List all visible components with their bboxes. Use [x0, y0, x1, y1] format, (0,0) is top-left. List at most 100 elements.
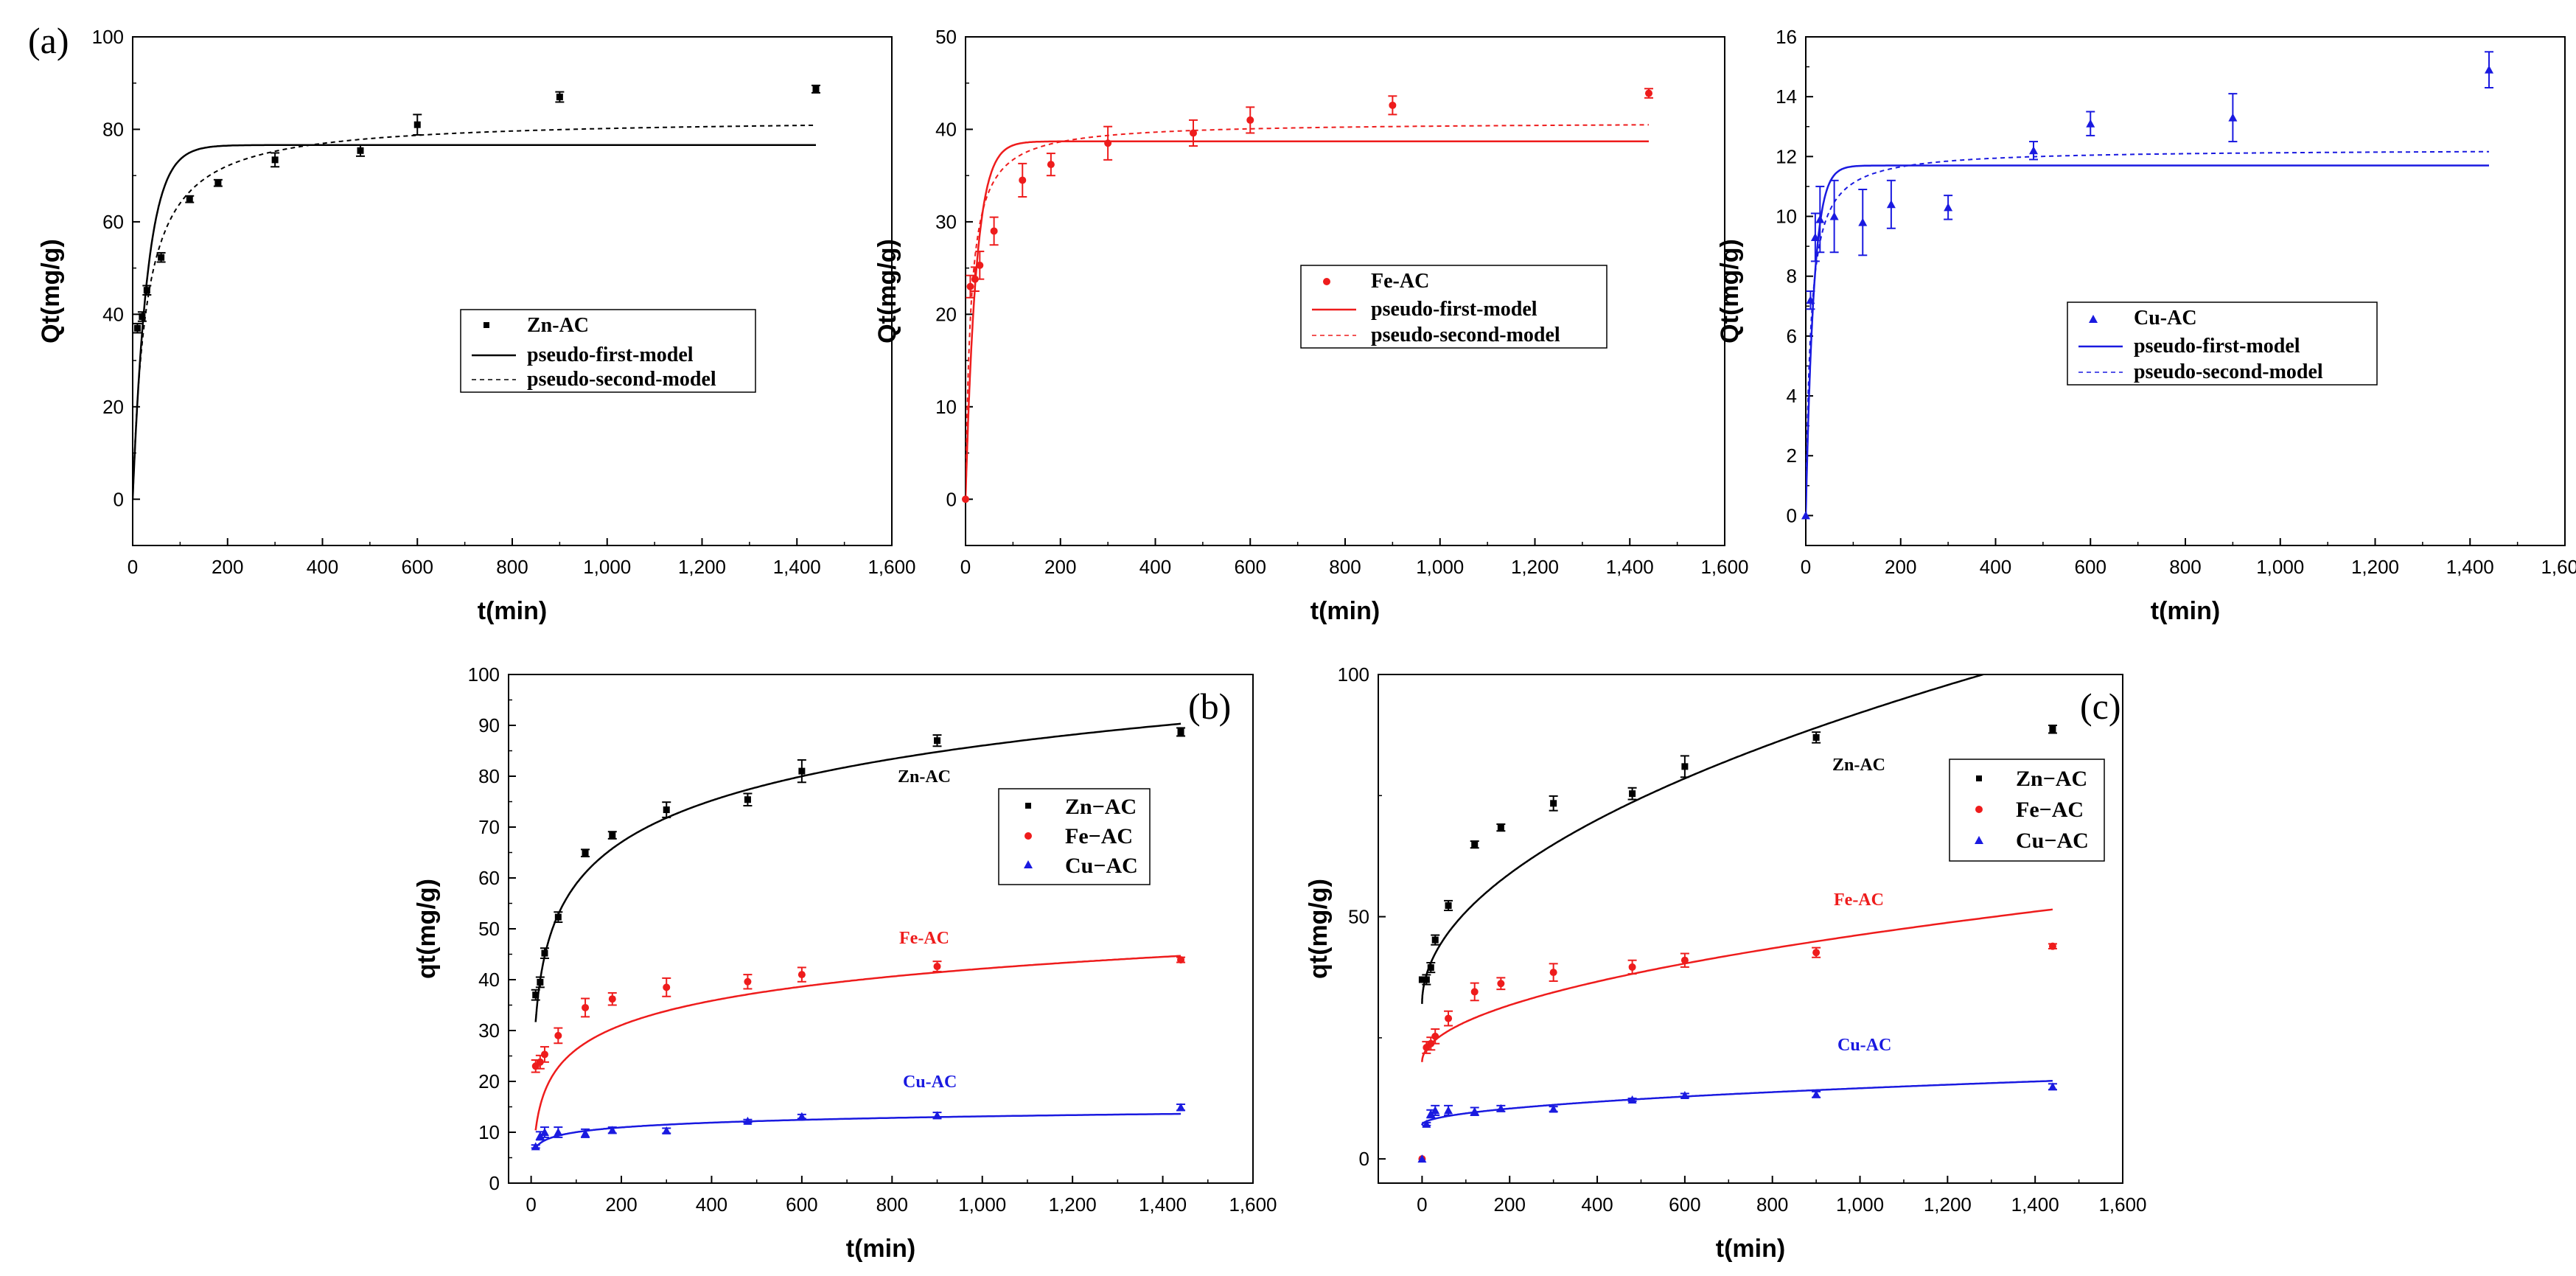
data-point-zn-ac — [1471, 841, 1479, 848]
data-point-zn-ac — [1550, 800, 1557, 807]
panel-label-a: (a) — [28, 20, 69, 61]
x-tick-label: 800 — [1756, 1193, 1788, 1216]
data-point-cu-ac — [1858, 217, 1868, 226]
x-tick-label: 400 — [1581, 1193, 1613, 1216]
x-tick-label: 200 — [1044, 556, 1076, 578]
x-tick-label: 1,200 — [1511, 556, 1559, 578]
fit-curve-fe-ac — [534, 955, 1181, 1131]
data-point-fe-ac — [976, 261, 984, 269]
data-point-zn-ac — [744, 796, 751, 803]
data-point-zn-ac — [1423, 976, 1430, 983]
x-axis: 0 200 400 600 800 1,000 1,200 1,400 1,600 — [960, 538, 1749, 578]
legend-label-cu: Cu-AC — [2134, 307, 2197, 330]
data-point-fe-ac — [1497, 980, 1505, 988]
data-point-cu-ac — [1422, 1119, 1431, 1128]
x-tick-label: 1,600 — [868, 556, 915, 578]
y-tick-label: 0 — [1359, 1148, 1369, 1170]
legend-box — [998, 788, 1151, 885]
x-tick-label: 1,400 — [1606, 556, 1654, 578]
legend-label-pso: pseudo-second-model — [2134, 360, 2323, 383]
data-point-zn-ac — [214, 179, 222, 186]
x-axis: 0 200 400 600 800 1,000 1,200 1,400 1,600 — [1417, 1176, 2147, 1216]
legend-label-fe: Fe-AC — [1371, 270, 1429, 293]
data-point-zn-ac — [2049, 725, 2056, 733]
data-point-cu-ac — [743, 1116, 753, 1125]
data-point-fe-ac — [536, 1058, 544, 1066]
data-points — [133, 84, 820, 334]
fit-curve-pseudo-first-model — [133, 144, 816, 500]
y-tick-label: 40 — [935, 118, 957, 140]
x-tick-label: 0 — [960, 556, 971, 578]
data-point-fe-ac — [1177, 956, 1185, 964]
y-tick-label: 40 — [478, 969, 500, 991]
x-tick-label: 800 — [876, 1193, 908, 1216]
data-points — [962, 88, 1653, 503]
data-point-zn-ac — [1681, 763, 1689, 770]
y-axis: 0 2 4 6 8 10 12 14 16 — [1776, 26, 1813, 526]
x-tick-label: 1,000 — [958, 1193, 1006, 1216]
data-point-cu-ac — [581, 1129, 590, 1137]
legend-label-pfo: pseudo-first-model — [2134, 335, 2300, 358]
data-point-zn-ac — [1177, 728, 1184, 736]
data-point-zn-ac — [413, 121, 421, 128]
legend-label-pso: pseudo-second-model — [527, 368, 716, 391]
data-point-fe-ac — [1628, 963, 1636, 971]
data-point-zn-ac — [609, 832, 616, 839]
y-tick-label: 8 — [1787, 265, 1797, 287]
chart-a-cu: 0 200 400 600 800 1,000 1,200 1,400 1,600 0 2 4 6 8 1… — [1716, 26, 2576, 625]
data-point-cu-ac — [1806, 296, 1815, 304]
data-point-fe-ac — [744, 977, 752, 986]
data-point-fe-ac — [1019, 176, 1027, 184]
data-point-cu-ac — [1815, 215, 1825, 223]
x-tick-label: 1,200 — [1049, 1193, 1097, 1216]
data-point-zn-ac — [139, 313, 146, 320]
data-point-cu-ac — [607, 1126, 617, 1134]
y-tick-label: 10 — [935, 396, 957, 418]
fit-curve-pseudo-first-model — [966, 140, 1649, 500]
x-tick-label: 1,600 — [1700, 556, 1748, 578]
x-tick-label: 1,600 — [2098, 1193, 2146, 1216]
legend-marker-fe — [1025, 832, 1032, 840]
data-point-cu-ac — [1470, 1106, 1479, 1115]
fit-curve-pseudo-second-model — [133, 124, 817, 500]
x-tick-label: 800 — [2169, 556, 2201, 578]
data-point-cu-ac — [1431, 1106, 1440, 1115]
data-point-zn-ac — [1629, 790, 1636, 798]
chart-b-elovich: 0 200 400 600 800 1,000 1,200 1,400 1,600 0 10 20 3… — [413, 663, 1277, 1263]
x-tick-label: 1,600 — [1229, 1193, 1277, 1216]
y-tick-label: 0 — [489, 1172, 500, 1194]
data-point-fe-ac — [540, 1050, 548, 1059]
data-point-zn-ac — [556, 94, 563, 101]
y-tick-label: 50 — [478, 918, 500, 940]
data-point-cu-ac — [1444, 1106, 1453, 1115]
data-point-cu-ac — [1496, 1104, 1506, 1112]
x-tick-label: 200 — [1494, 1193, 1526, 1216]
y-tick-label: 10 — [478, 1121, 500, 1143]
data-point-zn-ac — [1418, 976, 1425, 983]
legend-marker-fe — [1323, 278, 1330, 285]
x-tick-label: 400 — [1980, 556, 2011, 578]
annotation-cu: Cu-AC — [903, 1073, 957, 1092]
data-point-cu-ac — [1627, 1095, 1637, 1104]
data-point-zn-ac — [1497, 824, 1504, 832]
x-tick-label: 1,200 — [1924, 1193, 1972, 1216]
data-point-zn-ac — [186, 195, 193, 203]
y-tick-label: 100 — [468, 663, 500, 686]
legend-label-zn: Zn−AC — [2016, 767, 2087, 791]
x-tick-label: 400 — [696, 1193, 727, 1216]
plot-area — [132, 36, 893, 546]
fit-curves — [1421, 674, 2053, 1126]
data-point-fe-ac — [966, 282, 974, 290]
legend-marker-cu — [2089, 315, 2098, 323]
data-point-cu-ac — [2029, 146, 2038, 155]
y-tick-label: 80 — [102, 118, 124, 140]
data-point-fe-ac — [990, 227, 998, 235]
data-point-fe-ac — [1645, 89, 1652, 97]
data-point-zn-ac — [357, 147, 364, 154]
y-tick-label: 0 — [1787, 504, 1797, 526]
data-points — [1417, 725, 2057, 1163]
data-point-cu-ac — [554, 1128, 563, 1136]
data-point-fe-ac — [1389, 101, 1397, 109]
data-point-cu-ac — [2228, 113, 2238, 122]
